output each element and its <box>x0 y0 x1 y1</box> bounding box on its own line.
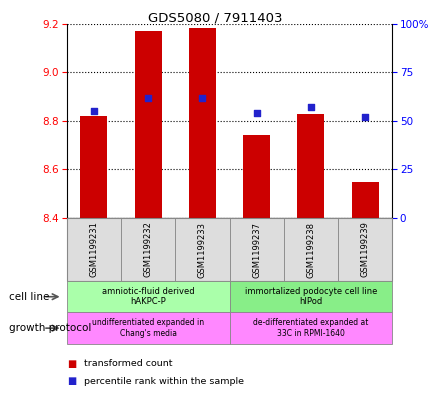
Text: GSM1199238: GSM1199238 <box>306 222 315 277</box>
Text: GSM1199233: GSM1199233 <box>197 222 206 277</box>
Bar <box>337 218 391 281</box>
Text: de-differentiated expanded at
33C in RPMI-1640: de-differentiated expanded at 33C in RPM… <box>252 318 368 338</box>
Text: GDS5080 / 7911403: GDS5080 / 7911403 <box>148 12 282 25</box>
Point <box>199 94 206 101</box>
Bar <box>188 28 215 218</box>
Bar <box>229 312 391 344</box>
Text: GSM1199231: GSM1199231 <box>89 222 98 277</box>
Text: immortalized podocyte cell line
hIPod: immortalized podocyte cell line hIPod <box>244 287 376 307</box>
Point <box>252 110 259 116</box>
Text: amniotic-fluid derived
hAKPC-P: amniotic-fluid derived hAKPC-P <box>101 287 194 307</box>
Bar <box>283 218 337 281</box>
Point <box>90 108 97 114</box>
Text: undifferentiated expanded in
Chang's media: undifferentiated expanded in Chang's med… <box>92 318 204 338</box>
Bar <box>243 136 270 218</box>
Bar <box>175 218 229 281</box>
Text: transformed count: transformed count <box>84 359 172 368</box>
Bar <box>121 218 175 281</box>
Bar <box>67 312 229 344</box>
Bar <box>229 218 283 281</box>
Bar <box>67 281 229 312</box>
Text: GSM1199237: GSM1199237 <box>252 222 261 277</box>
Text: percentile rank within the sample: percentile rank within the sample <box>84 377 243 386</box>
Text: ■: ■ <box>67 376 76 386</box>
Bar <box>67 218 121 281</box>
Bar <box>80 116 107 218</box>
Text: GSM1199239: GSM1199239 <box>360 222 369 277</box>
Bar <box>229 281 391 312</box>
Point <box>361 114 368 120</box>
Point <box>307 104 313 110</box>
Text: GSM1199232: GSM1199232 <box>143 222 152 277</box>
Text: ■: ■ <box>67 358 76 369</box>
Point <box>144 94 151 101</box>
Text: cell line: cell line <box>9 292 49 302</box>
Bar <box>351 182 378 218</box>
Text: growth protocol: growth protocol <box>9 323 91 333</box>
Bar <box>297 114 324 218</box>
Bar <box>134 31 161 218</box>
